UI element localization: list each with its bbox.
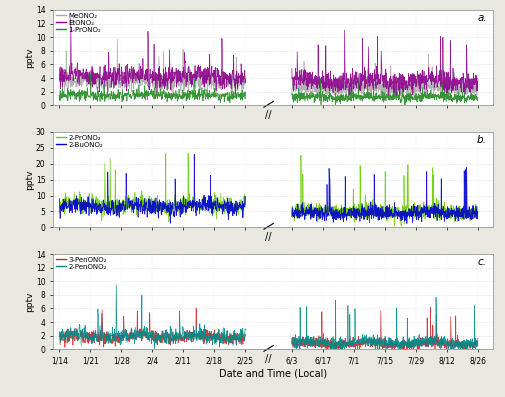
Text: //: // <box>265 232 271 242</box>
Y-axis label: pptv: pptv <box>25 47 34 68</box>
Y-axis label: pptv: pptv <box>25 170 34 190</box>
Text: a.: a. <box>476 13 486 23</box>
Text: //: // <box>265 354 271 364</box>
Legend: MeONO₂, EtONO₂, 1-PrONO₂: MeONO₂, EtONO₂, 1-PrONO₂ <box>55 12 102 33</box>
Text: b.: b. <box>476 135 486 145</box>
Y-axis label: pptv: pptv <box>25 291 34 312</box>
Text: //: // <box>265 110 271 120</box>
Legend: 3-PenONO₂, 2-PenONO₂: 3-PenONO₂, 2-PenONO₂ <box>55 256 108 270</box>
X-axis label: Date and Time (Local): Date and Time (Local) <box>219 369 327 379</box>
Legend: 2-PrONO₂, 2-BuONO₂: 2-PrONO₂, 2-BuONO₂ <box>55 134 104 148</box>
Text: c.: c. <box>477 257 486 267</box>
